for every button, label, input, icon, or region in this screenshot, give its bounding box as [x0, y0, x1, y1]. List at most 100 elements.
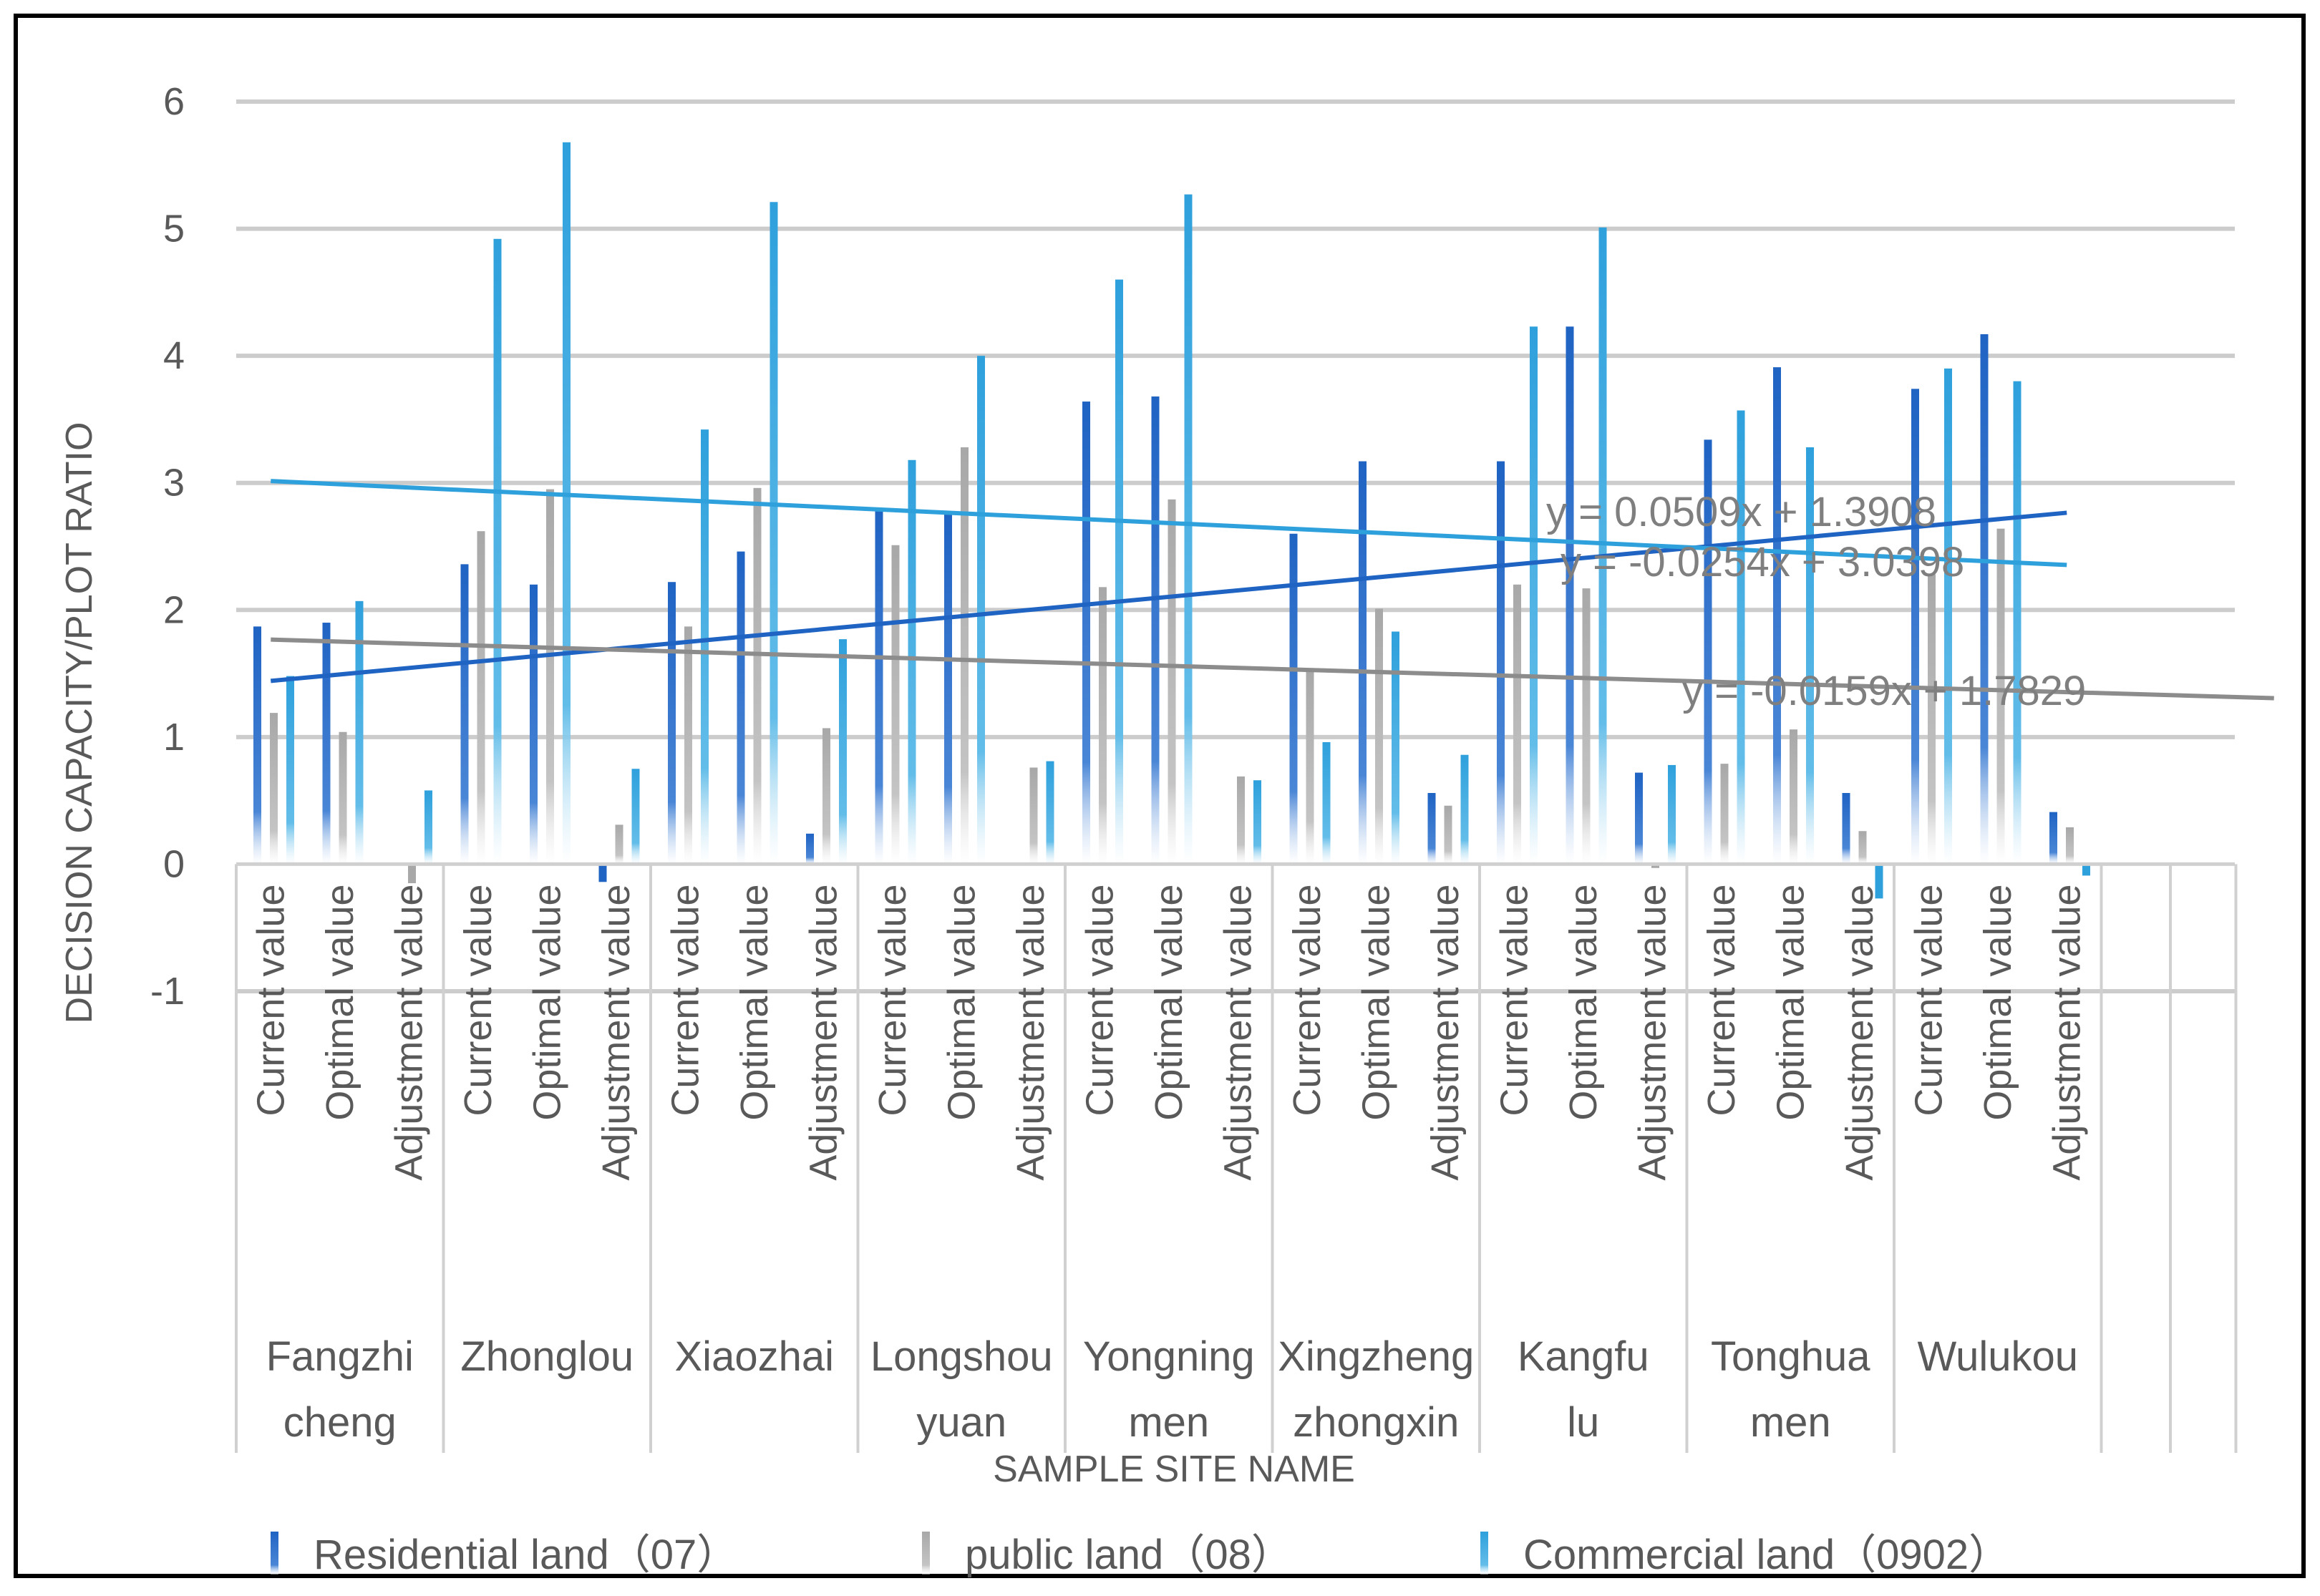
bar-commercial-11: [977, 356, 985, 865]
value-label: Adjustment value: [802, 884, 845, 1180]
bar-public-3: [408, 864, 416, 884]
value-label: Optimal value: [733, 884, 776, 1120]
bar-commercial-7: [701, 429, 709, 865]
bar-commercial-18: [1460, 754, 1469, 865]
bar-residential-21: [1635, 772, 1643, 865]
y-tick-label: 0: [163, 842, 185, 885]
site-label: zhongxin: [1293, 1399, 1459, 1446]
bar-residential-23: [1773, 367, 1781, 865]
bar-residential-4: [460, 564, 469, 865]
bar-residential-17: [1359, 461, 1367, 865]
y-axis-title: DECISION CAPACITY/PLOT RATIO: [59, 422, 100, 1024]
legend-swatch: [1480, 1532, 1488, 1575]
bar-public-25: [1928, 574, 1936, 865]
bar-residential-11: [944, 512, 952, 865]
bar-public-11: [961, 447, 969, 865]
site-label: Xingzheng: [1278, 1333, 1474, 1380]
bar-commercial-14: [1184, 194, 1193, 865]
site-label: yuan: [916, 1399, 1006, 1446]
y-tick-label: 4: [163, 334, 185, 377]
bar-residential-16: [1289, 533, 1298, 865]
value-label: Current value: [871, 884, 914, 1116]
bar-commercial-19: [1530, 326, 1538, 865]
bar-residential-22: [1704, 439, 1712, 865]
legend-swatch: [271, 1532, 278, 1575]
bar-commercial-27: [2082, 864, 2090, 876]
bar-public-17: [1375, 608, 1383, 865]
y-tick-label: 3: [163, 462, 185, 505]
bar-commercial-13: [1115, 279, 1123, 865]
x-axis-title: SAMPLE SITE NAME: [993, 1449, 1355, 1490]
bar-public-18: [1444, 805, 1452, 865]
value-label: Optimal value: [1147, 884, 1190, 1120]
value-label: Current value: [1286, 884, 1329, 1116]
bar-commercial-5: [563, 142, 571, 865]
y-axis-ticks: -1 0 1 2 3 4 5 6: [150, 80, 185, 1013]
bar-public-21: [1651, 864, 1659, 868]
bar-commercial-6: [631, 769, 640, 865]
bar-commercial-4: [493, 238, 502, 865]
trendline: [271, 479, 2067, 568]
bar-commercial-15: [1253, 780, 1261, 865]
y-tick-label: -1: [150, 970, 185, 1013]
site-label: Zhonglou: [460, 1333, 634, 1380]
value-label: Adjustment value: [1631, 884, 1674, 1180]
bar-commercial-26: [2013, 381, 2021, 865]
legend-swatch: [922, 1532, 930, 1575]
site-label: Wulukou: [1917, 1333, 2078, 1380]
value-label: Adjustment value: [387, 884, 430, 1180]
bar-commercial-8: [770, 202, 778, 865]
bar-commercial-10: [908, 459, 916, 865]
bar-public-10: [891, 545, 900, 865]
value-label: Optimal value: [1354, 884, 1397, 1120]
bar-commercial-9: [839, 639, 847, 865]
bar-public-2: [339, 731, 347, 865]
bar-public-24: [1858, 831, 1867, 865]
bar-public-27: [2066, 827, 2074, 865]
value-label: Current value: [1493, 884, 1535, 1116]
bar-commercial-2: [355, 600, 364, 865]
value-label: Optimal value: [1976, 884, 2019, 1120]
chart-frame: [14, 14, 2306, 1578]
bar-residential-19: [1497, 461, 1505, 865]
bar-residential-8: [737, 551, 745, 865]
bar-residential-25: [1911, 389, 1919, 865]
bar-commercial-3: [424, 790, 432, 865]
y-tick-label: 5: [163, 208, 185, 250]
bar-commercial-20: [1598, 227, 1607, 865]
value-label: Adjustment value: [1424, 884, 1467, 1180]
bar-public-22: [1720, 764, 1729, 865]
value-label: Adjustment value: [2045, 884, 2088, 1180]
site-label: men: [1750, 1399, 1831, 1446]
value-label: Current value: [1700, 884, 1743, 1116]
value-label: Optimal value: [319, 884, 361, 1120]
site-label: Tonghua: [1711, 1333, 1870, 1380]
value-label: Optimal value: [1769, 884, 1812, 1120]
bar-commercial-25: [1944, 368, 1952, 865]
bar-public-12: [1029, 767, 1038, 865]
legend: Residential land（07） public land（08） Comme…: [271, 1532, 2010, 1578]
site-label: Fangzhi: [266, 1333, 414, 1380]
trendline: [270, 510, 2067, 683]
site-label: men: [1128, 1399, 1209, 1446]
legend-label: public land（08）: [965, 1532, 1293, 1578]
bars: [253, 142, 2090, 899]
legend-label: Residential land（07）: [314, 1532, 738, 1578]
bar-residential-9: [806, 833, 814, 865]
site-label: Xiaozhai: [675, 1333, 834, 1380]
bar-residential-26: [1980, 334, 1989, 865]
bar-commercial-16: [1322, 741, 1331, 865]
x-axis: [235, 862, 2238, 1453]
y-tick-label: 1: [163, 716, 185, 759]
trendline: [271, 637, 2274, 701]
bar-commercial-17: [1392, 631, 1399, 865]
site-label: cheng: [283, 1399, 397, 1446]
bar-public-1: [270, 713, 278, 865]
bar-public-16: [1306, 669, 1314, 865]
bar-public-26: [1996, 528, 2005, 865]
bar-residential-10: [875, 510, 883, 865]
bar-public-9: [822, 728, 830, 865]
bar-commercial-22: [1737, 410, 1745, 865]
value-label: Current value: [457, 884, 500, 1116]
